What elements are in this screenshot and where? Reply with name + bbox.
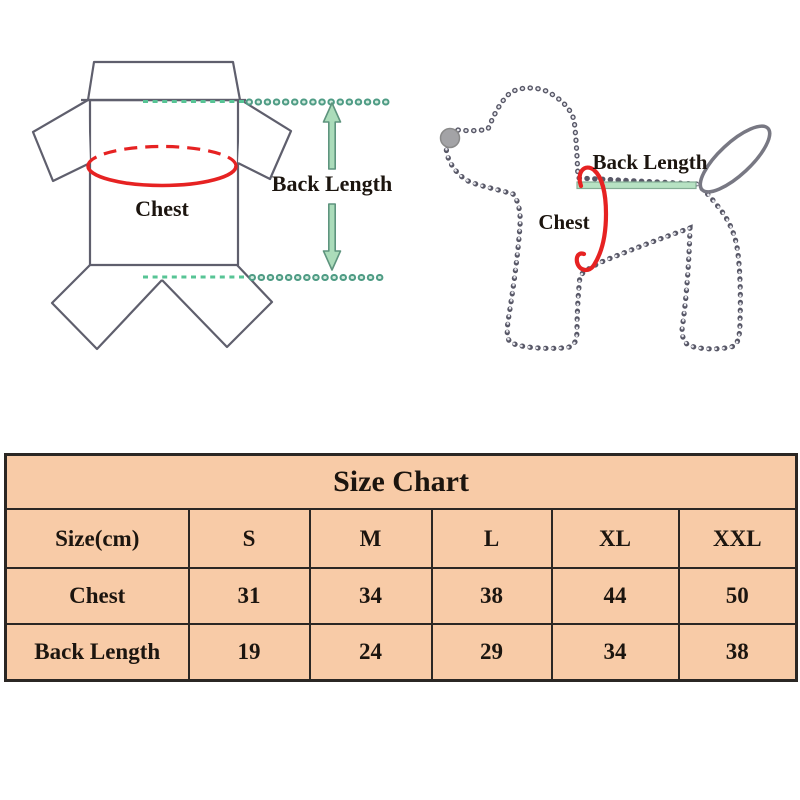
chest-value-m: 34 <box>308 567 433 625</box>
table-row-chest: Chest 31 34 38 44 50 <box>4 567 798 625</box>
backlen-value-l: 29 <box>430 623 553 681</box>
garment-leg-left <box>50 264 163 351</box>
col-header-xxl: XXL <box>677 508 798 569</box>
backlen-value-xxl: 38 <box>677 623 798 681</box>
dog-chest-measure-curve <box>574 165 609 273</box>
table-row-back-length: Back Length 19 24 29 34 38 <box>4 623 798 681</box>
backlen-value-s: 19 <box>187 623 311 681</box>
dog-nose <box>439 127 461 149</box>
row-label-back-length: Back Length <box>4 623 190 681</box>
chest-value-xl: 44 <box>550 567 680 625</box>
dog-back-measure-line <box>576 181 697 190</box>
chest-ellipse-dashed-top <box>86 144 238 167</box>
col-header-l: L <box>430 508 553 569</box>
dog-back-length-label: Back Length <box>592 150 708 174</box>
stitch-line-bottom <box>143 274 392 281</box>
size-chart-title-row: Size Chart <box>4 453 798 510</box>
backlen-value-xl: 34 <box>550 623 680 681</box>
col-header-s: S <box>187 508 311 569</box>
back-length-arrow <box>322 102 342 271</box>
chest-value-xxl: 50 <box>677 567 798 625</box>
chest-value-s: 31 <box>187 567 311 625</box>
stitch-line-top <box>143 98 390 106</box>
chest-value-l: 38 <box>430 567 553 625</box>
size-chart-header-row: Size(cm) S M L XL XXL <box>4 508 798 569</box>
garment-back-length-label: Back Length <box>271 171 393 196</box>
size-chart-table: Size Chart Size(cm) S M L XL XXL Chest 3… <box>4 453 799 682</box>
dog-chest-label: Chest <box>538 210 590 234</box>
backlen-value-m: 24 <box>308 623 433 681</box>
garment-leg-right <box>161 264 274 349</box>
garment-chest-label: Chest <box>135 196 189 221</box>
measurement-diagrams <box>31 60 772 352</box>
row-label-chest: Chest <box>4 567 190 625</box>
garment-body <box>88 98 240 267</box>
col-header-xl: XL <box>550 508 680 569</box>
size-chart-title: Size Chart <box>4 453 798 510</box>
chest-measure-ellipse <box>86 144 238 188</box>
dog-outline-bead-highlight <box>445 86 742 351</box>
col-header-m: M <box>308 508 433 569</box>
measure-arrow-bottom <box>322 203 342 271</box>
col-header-size: Size(cm) <box>4 508 190 569</box>
dog-diagram <box>439 85 772 352</box>
garment-sleeve-right <box>237 99 293 181</box>
dog-tail <box>698 124 772 194</box>
garment-collar <box>86 60 242 102</box>
chest-ellipse-solid-bottom <box>86 165 238 188</box>
garment-sleeve-left <box>31 99 91 183</box>
measure-arrow-top <box>322 102 342 170</box>
